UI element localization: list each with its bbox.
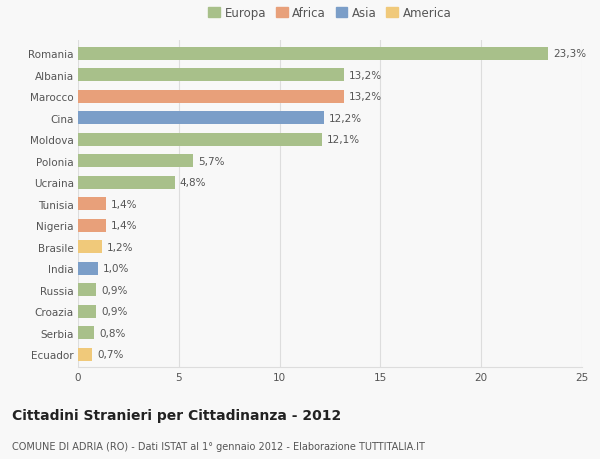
Text: 1,4%: 1,4% — [111, 199, 138, 209]
Text: 12,2%: 12,2% — [329, 113, 362, 123]
Bar — [78, 219, 106, 232]
Bar — [78, 241, 102, 253]
Text: 0,8%: 0,8% — [99, 328, 125, 338]
Bar — [78, 284, 96, 297]
Legend: Europa, Africa, Asia, America: Europa, Africa, Asia, America — [206, 5, 454, 22]
Bar — [78, 176, 175, 189]
Bar — [78, 326, 94, 339]
Text: 0,9%: 0,9% — [101, 307, 128, 316]
Text: 4,8%: 4,8% — [180, 178, 206, 188]
Text: Cittadini Stranieri per Cittadinanza - 2012: Cittadini Stranieri per Cittadinanza - 2… — [12, 409, 341, 422]
Text: 13,2%: 13,2% — [349, 92, 382, 102]
Bar — [78, 348, 92, 361]
Bar — [78, 48, 548, 61]
Text: 5,7%: 5,7% — [198, 157, 224, 166]
Text: 1,2%: 1,2% — [107, 242, 134, 252]
Bar — [78, 262, 98, 275]
Text: 13,2%: 13,2% — [349, 71, 382, 81]
Text: 23,3%: 23,3% — [553, 49, 586, 59]
Text: 1,4%: 1,4% — [111, 221, 138, 231]
Bar — [78, 305, 96, 318]
Bar — [78, 134, 322, 146]
Bar — [78, 198, 106, 211]
Text: 0,9%: 0,9% — [101, 285, 128, 295]
Text: 12,1%: 12,1% — [327, 135, 360, 145]
Text: 0,7%: 0,7% — [97, 349, 124, 359]
Bar — [78, 112, 324, 125]
Bar — [78, 90, 344, 103]
Text: 1,0%: 1,0% — [103, 263, 130, 274]
Bar — [78, 69, 344, 82]
Bar — [78, 155, 193, 168]
Text: COMUNE DI ADRIA (RO) - Dati ISTAT al 1° gennaio 2012 - Elaborazione TUTTITALIA.I: COMUNE DI ADRIA (RO) - Dati ISTAT al 1° … — [12, 441, 425, 451]
